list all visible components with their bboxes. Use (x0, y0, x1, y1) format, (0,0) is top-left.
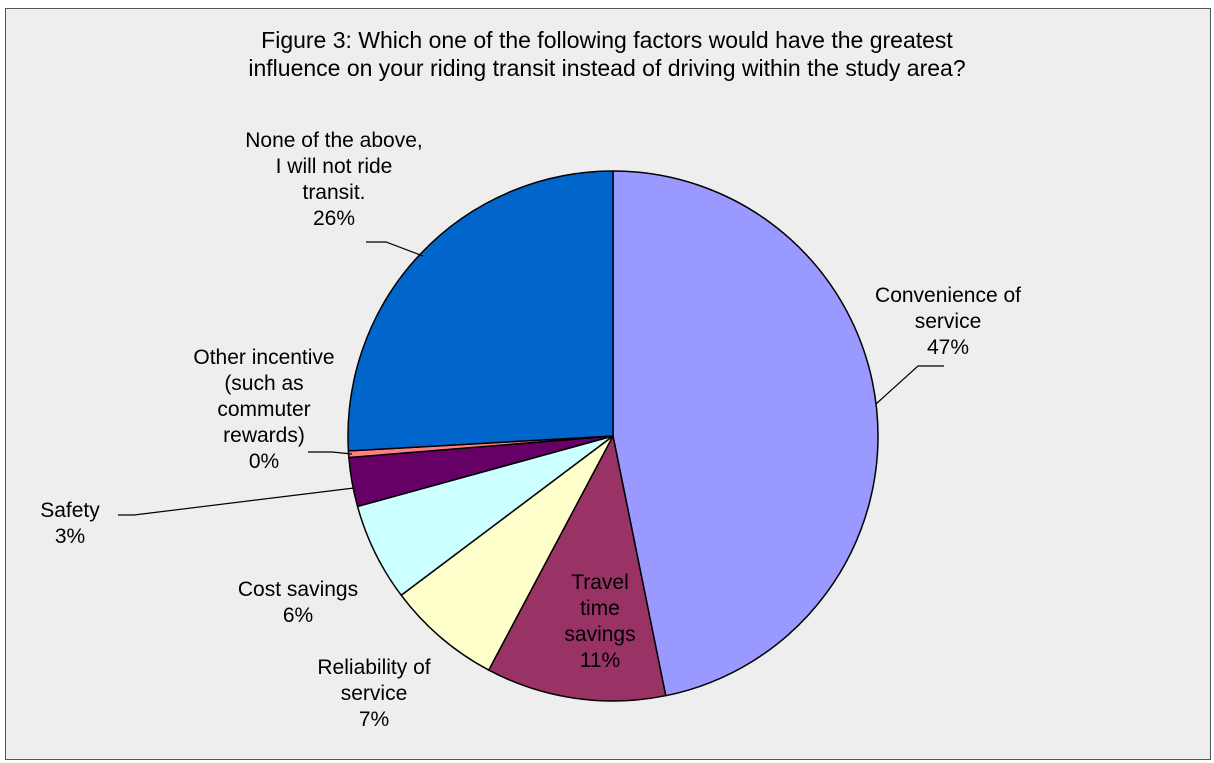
leader-line-4 (118, 487, 355, 516)
pie-slice-1 (487, 435, 667, 702)
data-label-0-line-0: Convenience of (875, 284, 1021, 307)
data-label-5-line-0: Other incentive (193, 346, 334, 369)
data-label-4-line-0: Safety (40, 499, 100, 522)
data-label-3: Cost savings 6% (238, 578, 358, 627)
data-label-2: Reliability of service 7% (317, 656, 430, 731)
chart-title: Figure 3: Which one of the following fac… (0, 26, 1214, 82)
data-label-4-line-1: 3% (55, 525, 85, 548)
data-label-1-line-2: savings (564, 623, 635, 646)
data-label-3-line-1: 6% (283, 604, 313, 627)
pie-slice-2 (400, 435, 614, 671)
pie-slice-6 (347, 170, 614, 452)
chart-title-line-2: influence on your riding transit instead… (248, 55, 966, 81)
data-label-1: Travel time savings 11% (564, 571, 635, 672)
data-label-1-line-0: Travel (571, 571, 629, 594)
data-label-2-line-1: service (341, 682, 408, 705)
data-label-6: None of the above, I will not ride transit… (245, 129, 422, 230)
data-label-0-line-2: 47% (927, 336, 969, 359)
data-label-1-line-3: 11% (580, 649, 620, 672)
data-label-2-line-2: 7% (359, 708, 389, 731)
data-label-0: Convenience of service 47% (875, 284, 1021, 359)
data-label-0-line-1: service (915, 310, 982, 333)
data-label-4: Safety 3% (40, 499, 100, 548)
data-label-5: Other incentive (such as commuter rewards) 0… (193, 346, 334, 473)
chart-title-line-1: Figure 3: Which one of the following fac… (261, 27, 953, 53)
leader-line-5 (308, 451, 353, 455)
data-label-6-line-1: I will not ride (276, 155, 393, 178)
data-label-2-line-0: Reliability of (317, 656, 430, 679)
data-label-5-line-2: commuter (217, 398, 310, 421)
data-label-5-line-4: 0% (249, 450, 279, 473)
data-label-3-line-0: Cost savings (238, 578, 358, 601)
data-label-1-line-1: time (580, 597, 620, 620)
data-label-6-line-2: transit. (302, 181, 365, 204)
leader-line-0 (875, 365, 944, 405)
pie-slice-0 (612, 170, 879, 697)
data-label-6-line-0: None of the above, (245, 129, 422, 152)
leader-line-6 (366, 241, 424, 257)
data-label-5-line-3: rewards) (223, 424, 305, 447)
data-label-5-line-1: (such as (224, 372, 303, 395)
data-label-6-line-3: 26% (313, 207, 355, 230)
